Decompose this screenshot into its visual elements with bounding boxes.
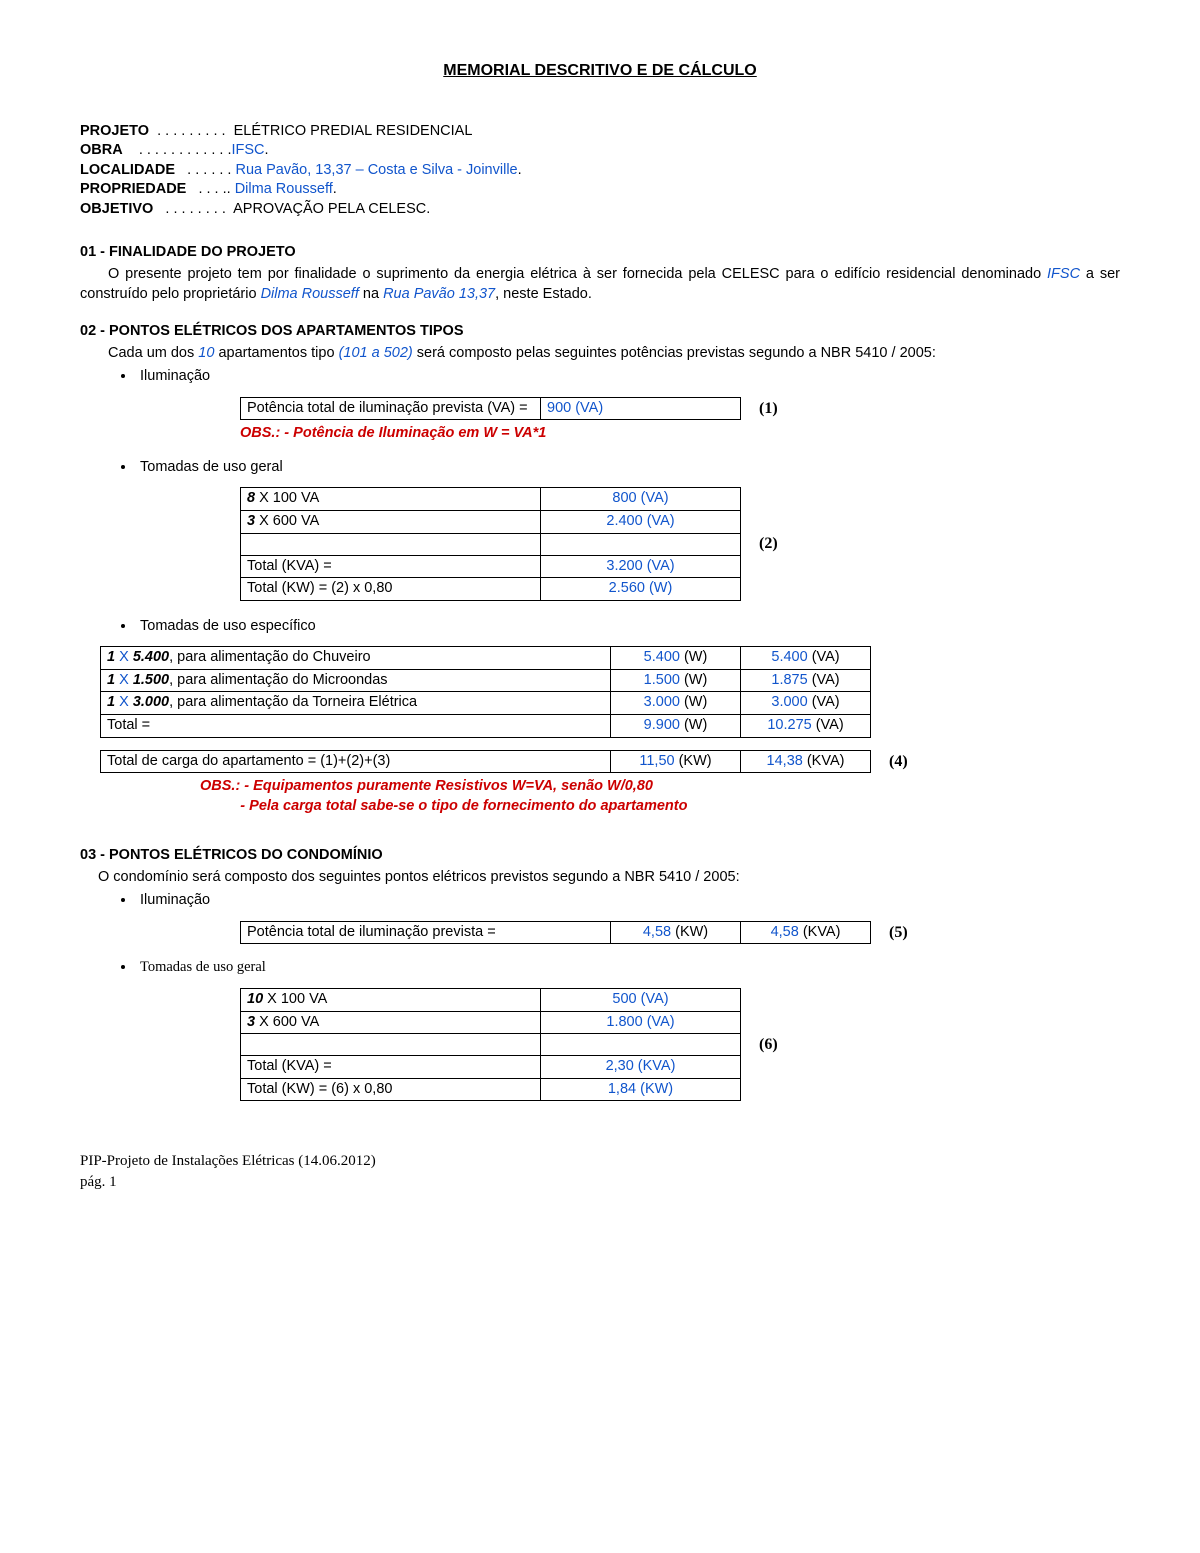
sec02-bullet-ilum: Iluminação bbox=[136, 367, 1120, 387]
footer-line2: pág. 1 bbox=[80, 1172, 1120, 1192]
eq-num-4: (4) bbox=[889, 751, 919, 773]
sec03-bullet-tug: Tomadas de uso geral bbox=[136, 958, 1120, 978]
obs-2: OBS.: - Equipamentos puramente Resistivo… bbox=[200, 777, 1120, 816]
table-5: Potência total de iluminação prevista = … bbox=[240, 921, 871, 945]
table-4: Total de carga do apartamento = (1)+(2)+… bbox=[100, 750, 871, 774]
meta-objetivo: OBJETIVO . . . . . . . . APROVAÇÃO PELA … bbox=[80, 200, 1120, 220]
sec03-bullet-ilum: Iluminação bbox=[136, 891, 1120, 911]
page-title: MEMORIAL DESCRITIVO E DE CÁLCULO bbox=[80, 60, 1120, 82]
table-2: 8 X 100 VA800 (VA) 3 X 600 VA2.400 (VA) … bbox=[240, 487, 741, 600]
table-6: 10 X 100 VA500 (VA) 3 X 600 VA1.800 (VA)… bbox=[240, 988, 741, 1101]
sec01-para: O presente projeto tem por finalidade o … bbox=[80, 265, 1120, 304]
meta-block: PROJETO . . . . . . . . . ELÉTRICO PREDI… bbox=[80, 122, 1120, 220]
meta-propriedade: PROPRIEDADE . . . .. Dilma Rousseff. bbox=[80, 180, 1120, 200]
sec03-head: 03 - PONTOS ELÉTRICOS DO CONDOMÍNIO bbox=[80, 846, 1120, 866]
footer: PIP-Projeto de Instalações Elétricas (14… bbox=[80, 1151, 1120, 1192]
footer-line1: PIP-Projeto de Instalações Elétricas (14… bbox=[80, 1151, 1120, 1171]
sec03-para: O condomínio será composto dos seguintes… bbox=[80, 868, 1120, 888]
eq-num-6: (6) bbox=[759, 1034, 789, 1056]
meta-projeto: PROJETO . . . . . . . . . ELÉTRICO PREDI… bbox=[80, 122, 1120, 142]
table-1-wrap: Potência total de iluminação prevista (V… bbox=[240, 397, 1120, 421]
table-1: Potência total de iluminação prevista (V… bbox=[240, 397, 741, 421]
sec02-bullet-tug: Tomadas de uso geral bbox=[136, 458, 1120, 478]
eq-num-5: (5) bbox=[889, 922, 919, 944]
obs-1: OBS.: - Potência de Iluminação em W = VA… bbox=[240, 424, 1120, 444]
sec02-para: Cada um dos 10 apartamentos tipo (101 a … bbox=[80, 344, 1120, 364]
table-3: 1 X 5.400, para alimentação do Chuveiro … bbox=[100, 646, 871, 737]
table-4-wrap: Total de carga do apartamento = (1)+(2)+… bbox=[100, 750, 1120, 774]
eq-num-2: (2) bbox=[759, 533, 789, 555]
table-6-wrap: 10 X 100 VA500 (VA) 3 X 600 VA1.800 (VA)… bbox=[240, 988, 1120, 1101]
sec02-bullet-tue: Tomadas de uso específico bbox=[136, 617, 1120, 637]
sec02-head: 02 - PONTOS ELÉTRICOS DOS APARTAMENTOS T… bbox=[80, 322, 1120, 342]
sec01-head: 01 - FINALIDADE DO PROJETO bbox=[80, 243, 1120, 263]
eq-num-1: (1) bbox=[759, 398, 789, 420]
table-3-wrap: 1 X 5.400, para alimentação do Chuveiro … bbox=[100, 646, 1120, 737]
meta-obra: OBRA . . . . . . . . . . . .IFSC. bbox=[80, 141, 1120, 161]
table-5-wrap: Potência total de iluminação prevista = … bbox=[240, 921, 1120, 945]
meta-localidade: LOCALIDADE . . . . . . Rua Pavão, 13,37 … bbox=[80, 161, 1120, 181]
table-2-wrap: 8 X 100 VA800 (VA) 3 X 600 VA2.400 (VA) … bbox=[240, 487, 1120, 600]
